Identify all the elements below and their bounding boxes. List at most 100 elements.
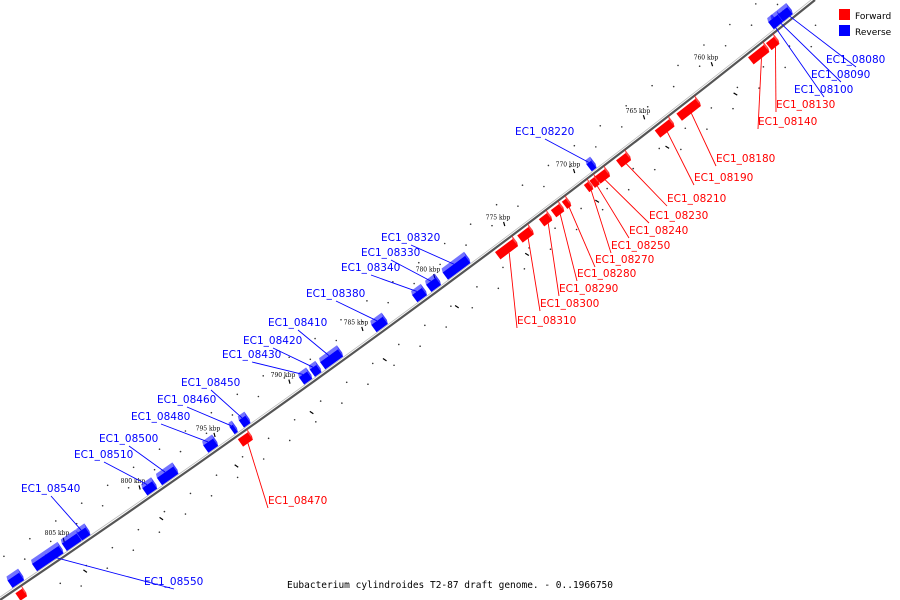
leader-line (782, 10, 857, 68)
tick-dot (341, 402, 343, 404)
legend-forward-label: Forward (855, 12, 891, 22)
gene-ec1-08280 (550, 200, 565, 218)
legend-reverse-label: Reverse (855, 28, 892, 38)
tick-dot (215, 474, 218, 476)
legend-reverse-swatch (839, 25, 850, 36)
gene-ec1-08100 (767, 14, 779, 30)
gene-label: EC1_08080 (826, 54, 885, 66)
tick-dot (502, 266, 504, 269)
tick-dot (523, 268, 526, 270)
tick-dot (736, 86, 739, 89)
gene-label: EC1_08450 (181, 377, 240, 389)
tick-dot (132, 466, 135, 469)
tick-dot (262, 375, 265, 377)
legend-forward-swatch (839, 9, 850, 20)
kbp-tick (83, 569, 88, 573)
gene-ec1-08470 (237, 428, 253, 447)
tick-dot (758, 87, 760, 89)
tick-dot (601, 208, 604, 211)
kbp-label: 765 kbp (626, 108, 651, 115)
gene-label: EC1_08100 (794, 84, 853, 96)
tick-dot (293, 418, 296, 421)
gene-ec1-08240 (589, 173, 600, 188)
tick-dot (367, 383, 369, 386)
tick-dot (241, 455, 244, 458)
tick-dot (315, 421, 317, 423)
leader-line (774, 16, 842, 83)
gene-ec1-08500 (155, 462, 179, 486)
tick-dot (163, 510, 166, 513)
tick-dot (179, 450, 182, 453)
tick-dot (111, 546, 114, 549)
gene-label: EC1_08270 (595, 254, 654, 266)
gene-glyphs (6, 2, 793, 600)
tick-dot (345, 381, 348, 384)
gene-ec1-08420 (308, 360, 322, 377)
gene-label: EC1_08510 (74, 449, 133, 461)
tick-dot (495, 203, 498, 206)
tick-dot (680, 148, 682, 151)
gene-ec1-08480 (202, 434, 219, 453)
gene-label: EC1_08480 (131, 411, 190, 423)
tick-dot (729, 23, 731, 26)
tick-dot (439, 263, 441, 266)
tick-dot (184, 430, 187, 432)
tick-dot (283, 377, 286, 379)
tick-dot (646, 105, 649, 108)
gene-ec1-08330 (425, 273, 442, 292)
tick-dot (419, 345, 421, 347)
tick-dot (158, 531, 161, 533)
tick-dot (59, 582, 62, 585)
gene-label: EC1_08300 (540, 298, 599, 310)
tick-dot (710, 107, 713, 109)
tick-dot (706, 128, 708, 130)
gene-label: EC1_08380 (306, 288, 365, 300)
tick-dot (314, 337, 316, 340)
tick-dot (606, 187, 608, 190)
tick-dot (677, 64, 679, 67)
leader-line (508, 252, 518, 329)
tick-dot (288, 356, 290, 359)
kbp-label: 780 kbp (416, 267, 441, 274)
tick-dot (497, 287, 500, 290)
gene-ec1-08380 (370, 312, 388, 333)
tick-dot (127, 486, 130, 489)
leader-line (390, 259, 432, 282)
tick-dot (521, 184, 524, 186)
leader-line (45, 554, 175, 590)
tick-dot (236, 476, 239, 479)
tick-dot (335, 339, 338, 342)
tick-dot (625, 104, 627, 107)
tick-dot (776, 3, 779, 6)
tick-dot (398, 343, 400, 346)
tick-dot (573, 144, 576, 147)
tick-dot (80, 502, 83, 504)
kbp-tick (138, 485, 141, 490)
kbp-label: 795 kbp (196, 425, 221, 432)
tick-dot (210, 411, 213, 414)
gene-ec1-08310 (494, 234, 518, 260)
tick-dot (632, 167, 635, 170)
kbp-tick (288, 379, 291, 384)
tick-dot (340, 318, 342, 321)
tick-dot (599, 124, 602, 127)
tick-dot (620, 126, 623, 128)
gene-glyph (6, 568, 25, 588)
tick-dot (231, 414, 234, 416)
kbp-tick (361, 326, 364, 332)
leader-line (568, 207, 596, 268)
kbp-tick (595, 199, 600, 203)
tick-dot (698, 65, 701, 68)
tick-dot (491, 224, 493, 227)
leader-line (690, 113, 717, 167)
leader-line (297, 329, 330, 357)
gene-label: EC1_08190 (694, 172, 753, 184)
leader-line (559, 214, 578, 282)
gene-glyph (15, 584, 28, 600)
gene-labels: EC1_08080 EC1_08090 EC1_08100 EC1_08130 EC1_… (21, 54, 885, 588)
tick-dot (49, 540, 52, 543)
gene-ec1-08290 (538, 209, 553, 227)
tick-dot (469, 223, 472, 225)
leader-line (770, 20, 825, 98)
kbp-tick (213, 432, 216, 438)
